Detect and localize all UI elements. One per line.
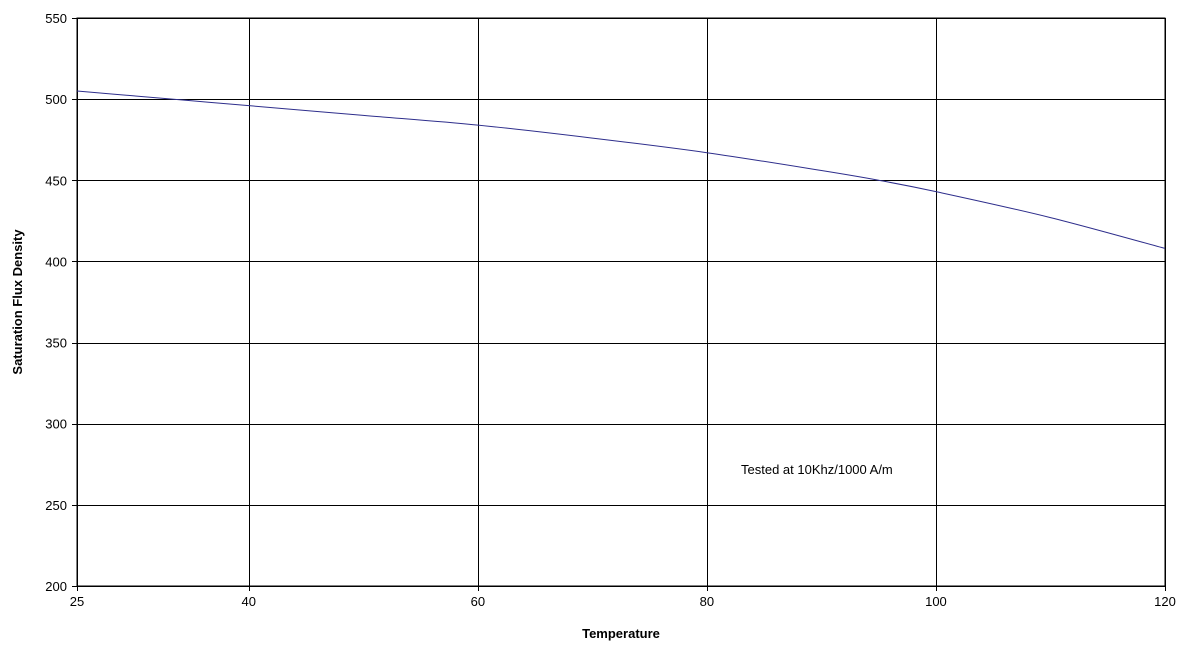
x-axis-ticks: 25 40 60 80 100 120 — [70, 586, 1176, 609]
y-tick-label: 550 — [45, 11, 67, 26]
grid — [77, 18, 1166, 587]
x-axis-title: Temperature — [582, 626, 660, 641]
y-tick-label: 200 — [45, 579, 67, 594]
x-tick-label: 100 — [925, 594, 947, 609]
y-tick-label: 400 — [45, 254, 67, 269]
y-tick-label: 300 — [45, 417, 67, 432]
y-tick-label: 350 — [45, 336, 67, 351]
y-tick-label: 250 — [45, 498, 67, 513]
x-tick-label: 40 — [242, 594, 256, 609]
x-tick-label: 25 — [70, 594, 84, 609]
y-tick-label: 500 — [45, 92, 67, 107]
y-axis-title: Saturation Flux Density — [10, 229, 25, 375]
series-layer — [76, 90, 1166, 249]
plot-area-frame — [76, 17, 1166, 587]
test-condition-annotation: Tested at 10Khz/1000 A/m — [741, 462, 893, 477]
series-line-0 — [76, 90, 1166, 249]
y-tick-label: 450 — [45, 173, 67, 188]
x-tick-label: 60 — [471, 594, 485, 609]
x-tick-label: 120 — [1154, 594, 1176, 609]
x-tick-label: 80 — [700, 594, 714, 609]
y-axis-ticks: 200 250 300 350 400 450 500 550 — [45, 11, 77, 594]
